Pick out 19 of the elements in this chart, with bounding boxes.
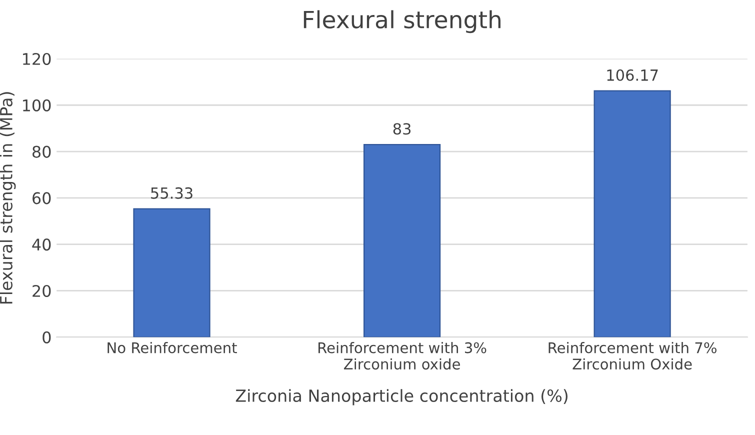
x-tick-label: No Reinforcement: [108, 342, 237, 354]
x-axis-title: Zirconia Nanoparticle concentration (%): [236, 389, 568, 406]
chart-title: Flexural strength: [304, 10, 500, 34]
bar: [594, 90, 671, 338]
y-axis-title: Flexural strength in (MPa): [0, 92, 16, 304]
x-tick-label: Reinforcement with 3% Zirconium oxide: [318, 342, 486, 370]
data-label: 106.17: [607, 69, 658, 81]
data-label: 55.33: [151, 187, 192, 199]
y-tick-label: 60: [32, 192, 51, 204]
y-tick-label: 80: [32, 146, 51, 158]
y-tick-label: 20: [32, 284, 51, 298]
data-label: 83: [393, 123, 411, 135]
y-tick-label: 100: [23, 99, 51, 112]
y-tick-label: 40: [32, 238, 51, 251]
x-tick-label: Reinforcement with 7% Zirconium Oxide: [548, 342, 716, 370]
y-tick-label: 0: [42, 331, 51, 344]
y-tick-label: 120: [23, 52, 51, 66]
bar: [363, 144, 441, 338]
bar: [133, 208, 210, 338]
